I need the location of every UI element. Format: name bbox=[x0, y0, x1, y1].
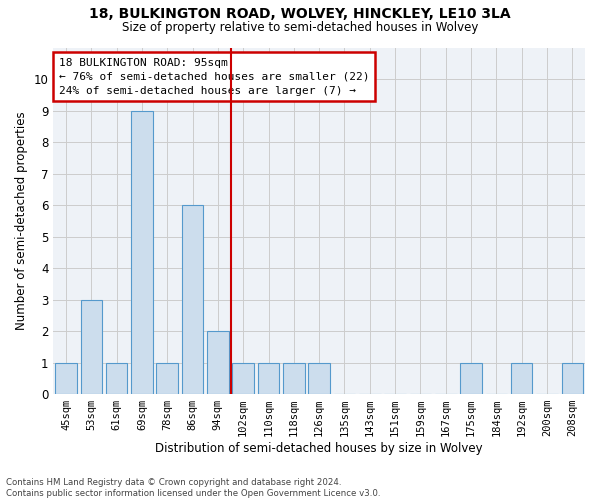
Bar bbox=[308, 362, 330, 394]
Bar bbox=[106, 362, 127, 394]
Bar bbox=[460, 362, 482, 394]
X-axis label: Distribution of semi-detached houses by size in Wolvey: Distribution of semi-detached houses by … bbox=[155, 442, 483, 455]
Text: Size of property relative to semi-detached houses in Wolvey: Size of property relative to semi-detach… bbox=[122, 21, 478, 34]
Bar bbox=[511, 362, 532, 394]
Bar bbox=[232, 362, 254, 394]
Text: 18, BULKINGTON ROAD, WOLVEY, HINCKLEY, LE10 3LA: 18, BULKINGTON ROAD, WOLVEY, HINCKLEY, L… bbox=[89, 8, 511, 22]
Bar bbox=[258, 362, 279, 394]
Bar bbox=[80, 300, 102, 394]
Bar bbox=[131, 110, 152, 394]
Bar bbox=[182, 205, 203, 394]
Y-axis label: Number of semi-detached properties: Number of semi-detached properties bbox=[15, 112, 28, 330]
Bar bbox=[157, 362, 178, 394]
Bar bbox=[207, 331, 229, 394]
Text: 18 BULKINGTON ROAD: 95sqm
← 76% of semi-detached houses are smaller (22)
24% of : 18 BULKINGTON ROAD: 95sqm ← 76% of semi-… bbox=[59, 58, 369, 96]
Bar bbox=[283, 362, 305, 394]
Bar bbox=[55, 362, 77, 394]
Text: Contains HM Land Registry data © Crown copyright and database right 2024.
Contai: Contains HM Land Registry data © Crown c… bbox=[6, 478, 380, 498]
Bar bbox=[562, 362, 583, 394]
